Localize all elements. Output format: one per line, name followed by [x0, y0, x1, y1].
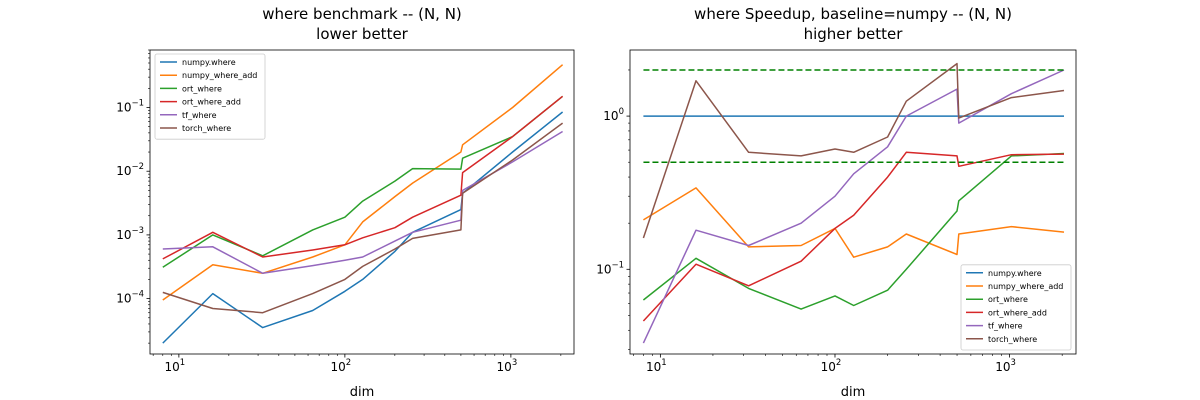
legend-label-torch-where: torch_where [988, 335, 1037, 344]
tick-base: 10 [995, 360, 1010, 374]
y-tick-label: 10−2 [116, 162, 144, 178]
tick-base: 10 [603, 109, 618, 123]
tick-base: 10 [497, 360, 512, 374]
legend-box [960, 264, 1072, 351]
bench-subtitle: lower better [316, 25, 409, 43]
legend-label-ort-where: ort_where [182, 84, 222, 93]
speedup-x-axis-label: dim [841, 385, 866, 400]
speedup-plot-area [642, 62, 1065, 344]
bench-plot-area [162, 64, 564, 344]
tick-exponent: −1 [131, 99, 144, 109]
tick-base: 10 [116, 164, 131, 178]
series-line-numpy-where-add [162, 64, 564, 301]
series-line-torch-where [162, 122, 564, 314]
x-tick-label: 101 [646, 358, 667, 374]
series-line-ort-where-add [162, 95, 564, 260]
tick-exponent: −4 [131, 290, 144, 300]
y-tick-label: 10−3 [116, 226, 144, 242]
legend-label-numpy-where: numpy.where [182, 58, 236, 67]
legend-label-torch-where: torch_where [182, 124, 231, 133]
tick-exponent: −2 [131, 162, 144, 172]
series-line-numpy-where-add [643, 187, 1065, 258]
tick-base: 10 [165, 360, 180, 374]
tick-exponent: 3 [512, 358, 517, 368]
tick-exponent: 1 [661, 358, 666, 368]
legend-label-ort-where-add: ort_where_add [182, 98, 241, 107]
series-line-tf-where [642, 69, 1065, 344]
legend-label-numpy-where: numpy.where [988, 269, 1042, 278]
legend-label-tf-where: tf_where [988, 322, 1023, 331]
tick-base: 10 [821, 360, 836, 374]
tick-base: 10 [116, 101, 131, 115]
y-tick-label: 10−1 [596, 260, 624, 276]
legend-box [154, 53, 266, 140]
series-line-ort-where [642, 152, 1065, 310]
y-tick-label: 10−4 [116, 290, 144, 306]
tick-exponent: −3 [131, 226, 144, 236]
benchmark-panel: where benchmark -- (N, N)lower better101… [116, 5, 575, 400]
legend-label-ort-where: ort_where [988, 295, 1028, 304]
tick-exponent: 1 [180, 358, 185, 368]
tick-exponent: −1 [611, 260, 624, 270]
series-line-tf-where [162, 130, 563, 275]
y-tick-label: 10−1 [116, 99, 144, 115]
speedup-title: where Speedup, baseline=numpy -- (N, N) [694, 5, 1012, 23]
bench-legend: numpy.where numpy_where_add ort_where ort_w… [154, 53, 266, 140]
tick-exponent: 3 [1011, 358, 1016, 368]
series-line-torch-where [642, 62, 1065, 239]
x-tick-label: 101 [165, 358, 186, 374]
series-line-ort-where-add [642, 151, 1065, 322]
legend-label-tf-where: tf_where [182, 111, 217, 120]
tick-base: 10 [116, 228, 131, 242]
speedup-panel: where Speedup, baseline=numpy -- (N, N) h… [596, 5, 1077, 400]
tick-base: 10 [596, 262, 611, 276]
bench-x-axis-label: dim [350, 385, 375, 400]
y-tick-label: 100 [603, 107, 624, 123]
tick-exponent: 2 [346, 358, 351, 368]
speedup-axes-frame [629, 49, 1077, 355]
series-line-numpy-where [162, 111, 564, 344]
x-tick-label: 103 [497, 358, 518, 374]
x-tick-label: 103 [995, 358, 1016, 374]
bench-axes-frame [149, 49, 575, 355]
tick-base: 10 [646, 360, 661, 374]
legend-label-ort-where-add: ort_where_add [988, 308, 1047, 317]
bench-title: where benchmark -- (N, N) [262, 5, 462, 23]
x-tick-label: 102 [821, 358, 842, 374]
tick-exponent: 0 [619, 107, 624, 117]
tick-exponent: 2 [836, 358, 841, 368]
tick-base: 10 [116, 292, 131, 306]
x-tick-label: 102 [331, 358, 352, 374]
tick-base: 10 [331, 360, 346, 374]
speedup-subtitle: higher better [804, 25, 904, 43]
legend-label-numpy-where-add: numpy_where_add [182, 71, 257, 80]
speedup-legend: numpy.where numpy_where_add ort_where ort_w… [960, 264, 1072, 351]
legend-label-numpy-where-add: numpy_where_add [988, 282, 1063, 291]
